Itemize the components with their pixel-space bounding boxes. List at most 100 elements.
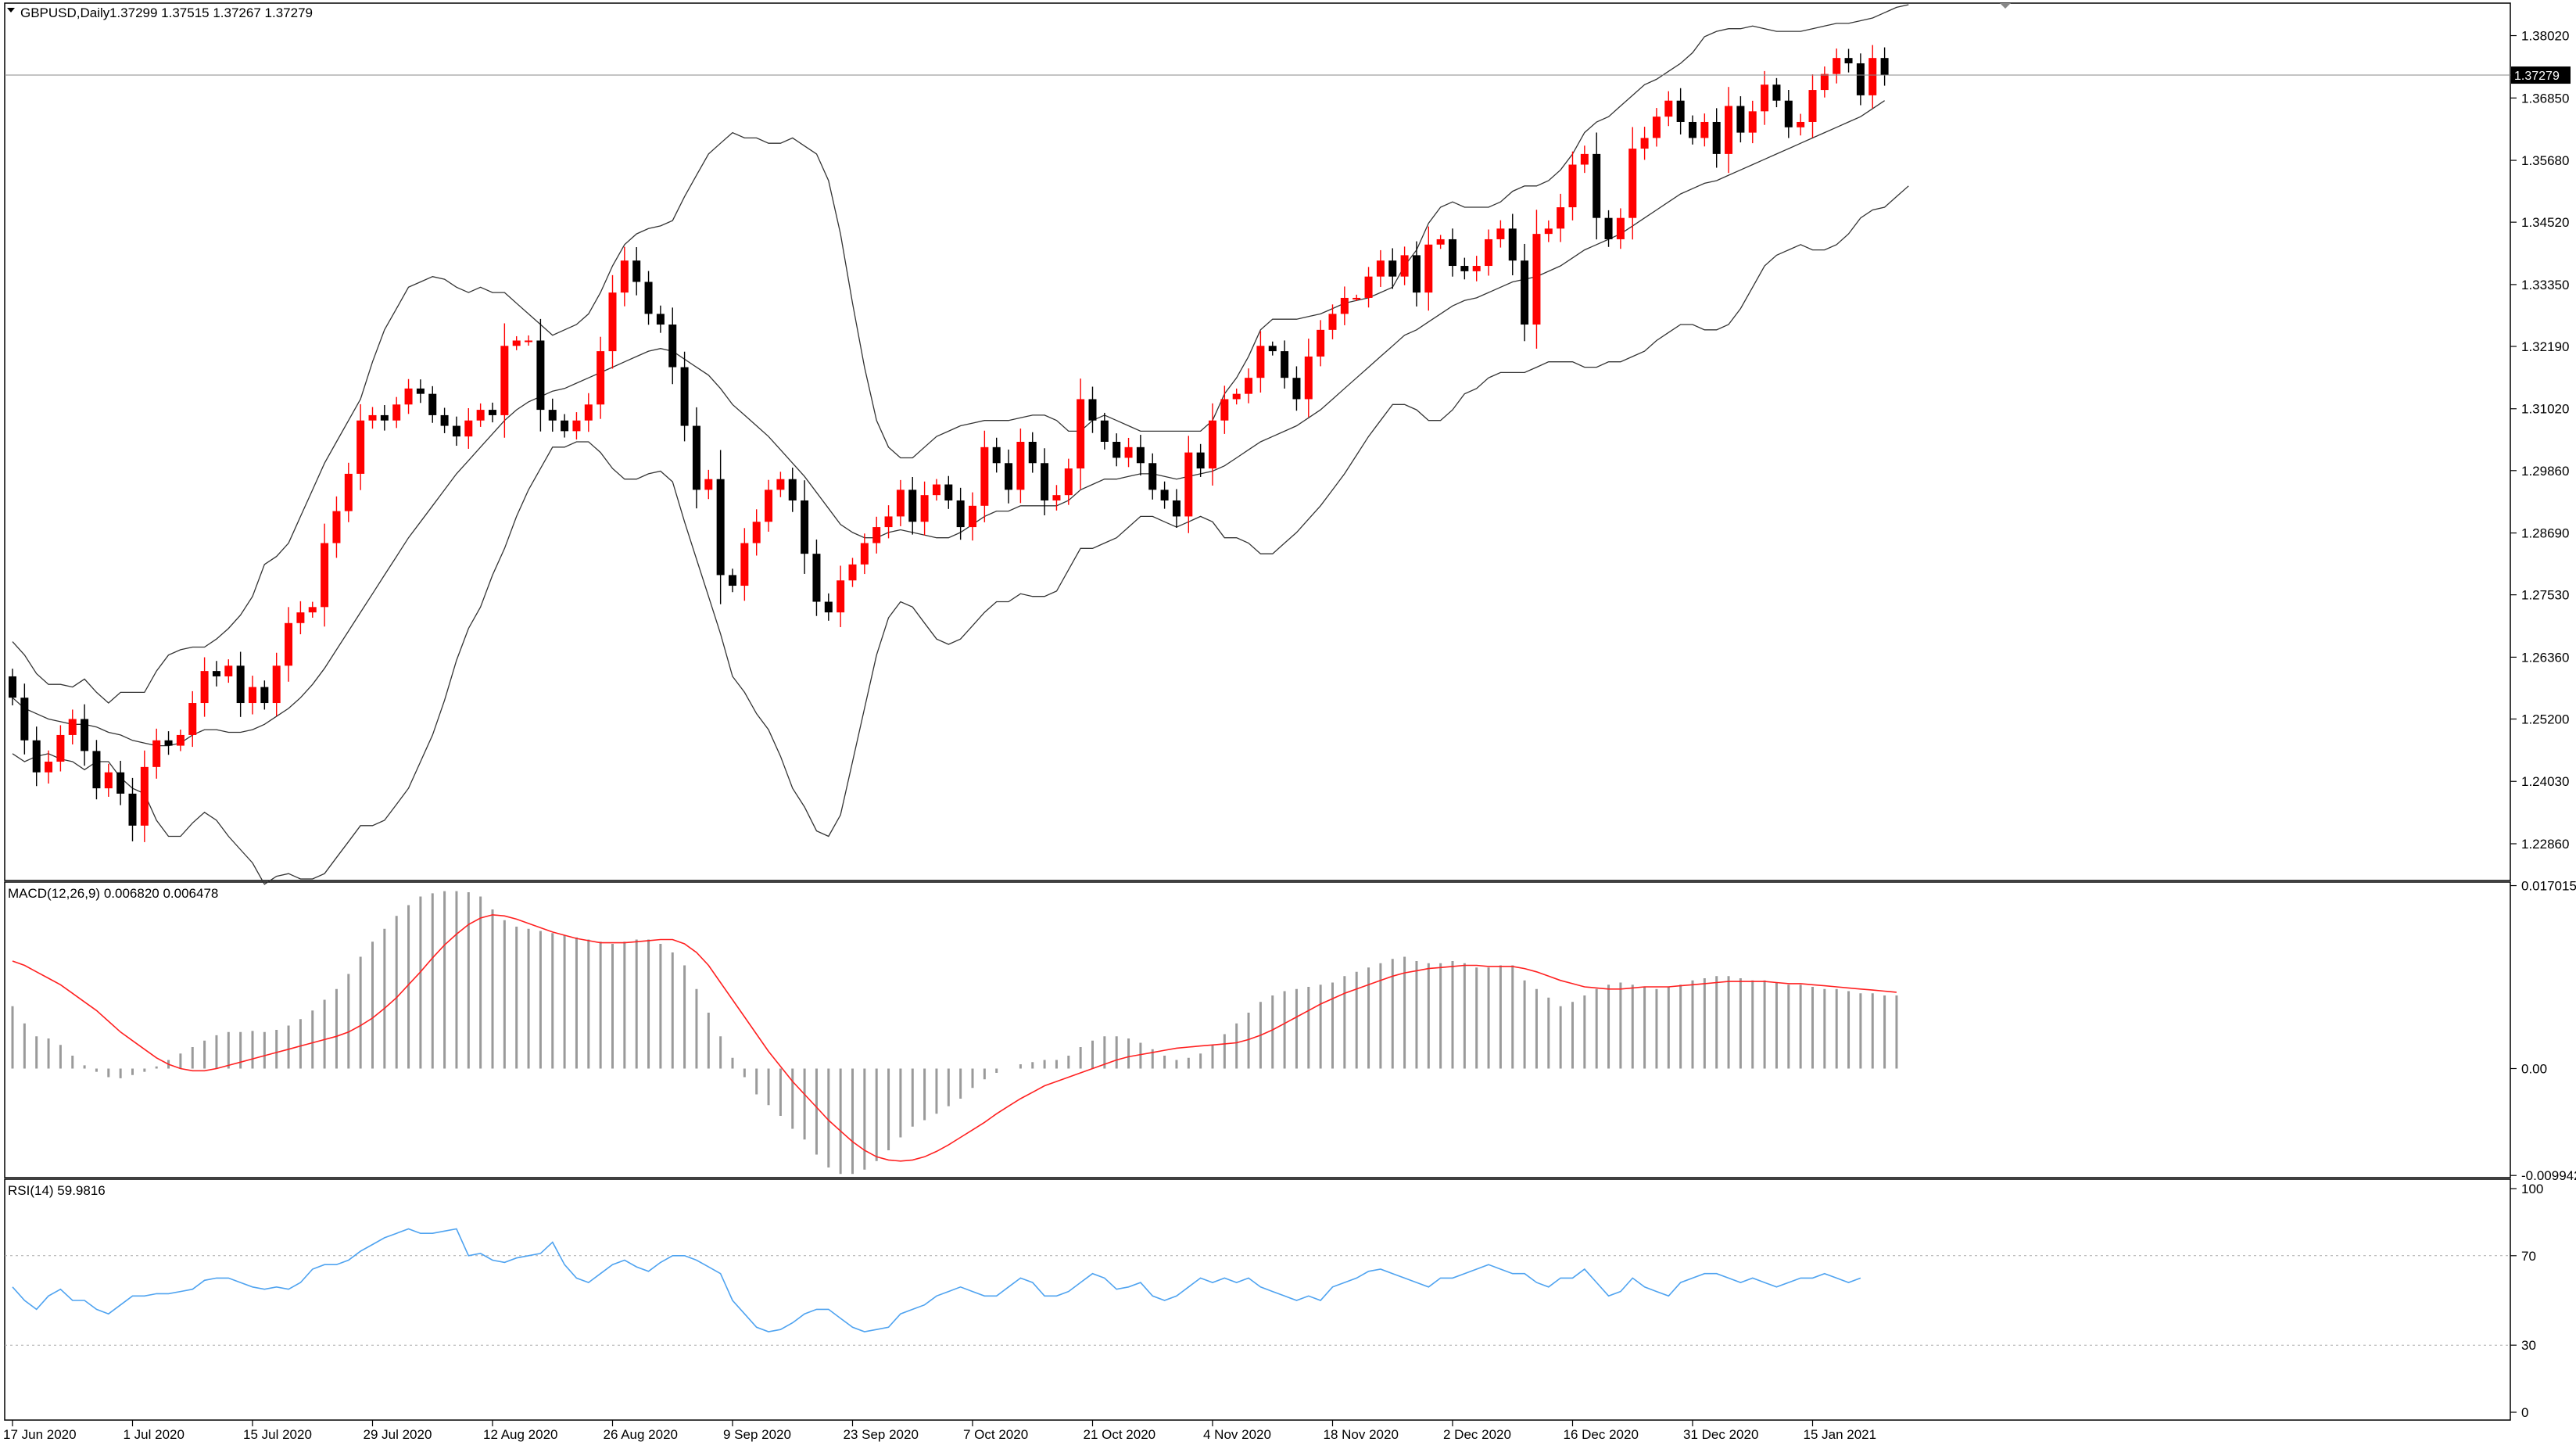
candle-body — [1580, 153, 1589, 165]
candle-body — [1761, 84, 1769, 112]
candle-body — [116, 772, 125, 794]
candle-body — [1833, 58, 1841, 74]
candle-body — [992, 447, 1001, 464]
candle-body — [704, 479, 713, 490]
candle-body — [344, 473, 353, 511]
price-axis-tick-label: 1.36850 — [2521, 91, 2569, 106]
candle-body — [1340, 297, 1349, 314]
candle-body — [1364, 276, 1373, 298]
date-tick-label: 15 Jul 2020 — [243, 1427, 312, 1442]
candle-body — [1064, 468, 1073, 496]
candle-body — [1868, 58, 1877, 95]
candle-body — [1112, 442, 1121, 458]
candle-body — [1016, 442, 1025, 490]
price-axis-tick-label: 1.38020 — [2521, 29, 2569, 44]
bollinger-bb-lower-line — [12, 185, 1909, 885]
candle-body — [1472, 266, 1481, 271]
candle-body — [597, 351, 605, 405]
candle-body — [1124, 447, 1133, 458]
price-axis-tick-label: 1.22860 — [2521, 837, 2569, 852]
candle-body — [1616, 217, 1625, 239]
date-tick-label: 17 Jun 2020 — [3, 1427, 77, 1442]
macd-axis-tick-label: 0.00 — [2521, 1062, 2547, 1077]
candle-body — [1388, 260, 1397, 277]
macd-panel-frame — [4, 881, 2511, 1178]
candle-body — [392, 404, 401, 421]
candle-body — [260, 687, 269, 704]
candle-body — [416, 388, 425, 394]
candle-body — [1412, 255, 1421, 293]
candle-body — [296, 612, 305, 623]
candle-body — [1604, 217, 1613, 239]
candle-body — [1772, 84, 1781, 101]
candle-body — [1568, 164, 1577, 208]
candle-body — [380, 414, 389, 421]
candle-body — [368, 414, 377, 421]
candle-body — [1736, 106, 1745, 133]
candle-body — [1281, 351, 1289, 378]
candle-body — [1088, 399, 1097, 421]
candle-body — [872, 527, 881, 543]
candle-body — [1797, 121, 1805, 127]
candle-body — [188, 703, 197, 735]
candle-body — [801, 500, 809, 554]
candle-body — [1100, 420, 1109, 442]
candle-body — [1400, 255, 1409, 277]
rsi-axis-tick-label: 100 — [2521, 1182, 2543, 1196]
price-axis-tick-label: 1.29860 — [2521, 464, 2569, 479]
candle-body — [944, 484, 953, 500]
candle-body — [1041, 463, 1049, 500]
candle-body — [1436, 239, 1445, 245]
candle-body — [404, 388, 413, 405]
candle-body — [740, 543, 749, 586]
current-price-label: 1.37279 — [2514, 70, 2560, 83]
candle-body — [1820, 74, 1829, 91]
candle-body — [608, 292, 617, 352]
macd-signal-line — [12, 914, 1897, 1162]
candle-body — [212, 671, 220, 676]
candle-body — [1856, 63, 1865, 95]
candle-body — [500, 346, 509, 415]
candle-body — [489, 410, 496, 415]
candle-body — [1028, 442, 1037, 464]
candle-body — [1557, 207, 1565, 229]
date-tick-label: 12 Aug 2020 — [483, 1427, 557, 1442]
candle-body — [321, 543, 329, 608]
chart-title: GBPUSD,Daily — [20, 5, 110, 20]
candle-body — [1844, 58, 1853, 63]
macd-plot — [11, 891, 1898, 1175]
collapse-triangle-icon[interactable] — [7, 8, 15, 13]
shift-marker-icon[interactable] — [2000, 3, 2011, 9]
rsi-line — [12, 1228, 1861, 1332]
candle-body — [1689, 121, 1696, 138]
date-tick-label: 23 Sep 2020 — [844, 1427, 919, 1442]
candle-body — [765, 490, 773, 522]
candle-body — [1160, 490, 1169, 500]
candle-body — [668, 325, 677, 368]
candle-body — [92, 751, 101, 789]
price-axis-tick-label: 1.31020 — [2521, 402, 2569, 417]
price-axis-tick-label: 1.24030 — [2521, 774, 2569, 789]
candle-body — [1304, 356, 1313, 400]
candle-body — [1496, 228, 1505, 239]
candle-body — [1077, 399, 1085, 469]
rsi-axis-tick-label: 0 — [2521, 1405, 2528, 1420]
date-tick-label: 2 Dec 2020 — [1443, 1427, 1511, 1442]
candle-body — [428, 393, 437, 415]
candle-body — [272, 665, 281, 704]
candle-body — [908, 490, 917, 522]
candle-body — [1005, 463, 1013, 490]
candle-body — [896, 490, 905, 517]
candle-body — [837, 580, 845, 613]
price-axis-tick-label: 1.32190 — [2521, 339, 2569, 354]
candle-body — [81, 719, 89, 751]
candle-body — [285, 622, 293, 666]
rsi-title: RSI(14) 59.9816 — [8, 1183, 106, 1198]
candle-body — [476, 410, 485, 421]
date-tick-label: 15 Jan 2021 — [1804, 1427, 1877, 1442]
candle-body — [1245, 378, 1253, 394]
candle-body — [656, 314, 665, 325]
rsi-axis-tick-label: 70 — [2521, 1249, 2536, 1264]
candle-body — [152, 740, 161, 767]
candle-body — [716, 479, 725, 576]
